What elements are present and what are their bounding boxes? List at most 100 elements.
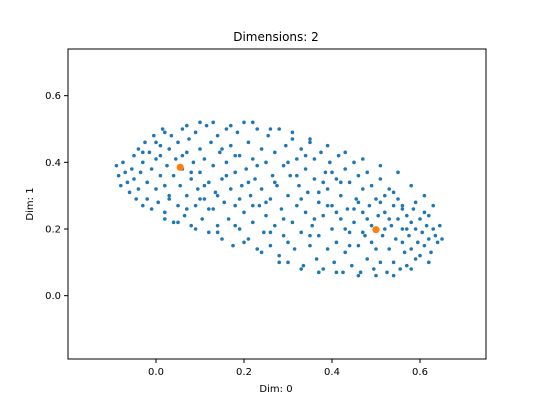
y-tick-label: 0.4 bbox=[45, 158, 61, 169]
data-point bbox=[367, 203, 372, 208]
data-point bbox=[411, 207, 416, 211]
data-point bbox=[213, 190, 218, 195]
data-point bbox=[299, 267, 304, 271]
data-point bbox=[251, 120, 255, 125]
data-point bbox=[310, 223, 315, 228]
data-point bbox=[308, 243, 312, 248]
data-point bbox=[341, 270, 345, 275]
data-point bbox=[405, 263, 409, 268]
data-point bbox=[416, 240, 420, 245]
data-point bbox=[207, 207, 211, 211]
data-point bbox=[233, 223, 237, 228]
data-point bbox=[325, 203, 330, 208]
data-point bbox=[361, 157, 365, 161]
data-point bbox=[154, 157, 158, 161]
data-point bbox=[268, 243, 273, 248]
data-point bbox=[152, 133, 156, 138]
data-point bbox=[413, 257, 418, 261]
data-point bbox=[198, 197, 202, 201]
data-point bbox=[312, 157, 317, 161]
data-point bbox=[352, 220, 356, 225]
data-point bbox=[165, 163, 169, 168]
x-tick-label: 0.4 bbox=[324, 367, 340, 378]
data-point bbox=[427, 237, 431, 241]
data-point bbox=[352, 160, 356, 165]
data-point bbox=[229, 143, 233, 148]
data-point bbox=[255, 127, 259, 131]
data-point bbox=[220, 147, 224, 151]
data-point bbox=[246, 140, 251, 145]
data-point bbox=[202, 183, 207, 188]
data-point bbox=[237, 227, 242, 231]
data-point bbox=[339, 193, 343, 198]
data-point bbox=[295, 157, 299, 161]
data-point bbox=[281, 217, 286, 221]
data-point bbox=[409, 247, 414, 251]
data-point bbox=[251, 220, 255, 225]
data-point bbox=[224, 160, 229, 165]
y-tick-label: 0.0 bbox=[45, 291, 61, 302]
data-point bbox=[363, 233, 367, 238]
data-point bbox=[312, 217, 317, 221]
highlight-point bbox=[372, 226, 380, 234]
data-point bbox=[413, 200, 418, 205]
data-point bbox=[356, 243, 361, 248]
data-point bbox=[297, 183, 301, 188]
chart-title: Dimensions: 2 bbox=[233, 30, 319, 44]
data-point bbox=[171, 173, 176, 178]
data-point bbox=[277, 127, 282, 131]
data-point bbox=[391, 273, 396, 278]
x-axis: 0.0 0.2 0.4 0.6 bbox=[148, 359, 428, 378]
data-point bbox=[286, 160, 290, 165]
data-point bbox=[352, 207, 356, 211]
data-point bbox=[147, 150, 152, 155]
data-point bbox=[407, 233, 411, 238]
data-point bbox=[226, 217, 231, 221]
data-point bbox=[200, 217, 204, 221]
data-point bbox=[182, 213, 187, 218]
data-point bbox=[361, 210, 365, 215]
data-point bbox=[369, 183, 374, 188]
data-point bbox=[330, 170, 334, 175]
data-point bbox=[237, 153, 242, 158]
data-point bbox=[356, 200, 361, 205]
data-point bbox=[345, 207, 350, 211]
data-point bbox=[312, 177, 317, 181]
data-point bbox=[138, 170, 143, 175]
y-tick-label: 0.2 bbox=[45, 225, 61, 236]
data-point bbox=[303, 167, 308, 171]
data-point bbox=[154, 187, 158, 191]
data-point bbox=[374, 197, 378, 201]
data-point bbox=[251, 203, 255, 208]
data-point bbox=[233, 170, 237, 175]
x-tick-label: 0.2 bbox=[236, 367, 252, 378]
data-point bbox=[288, 173, 293, 178]
data-point bbox=[431, 227, 436, 231]
data-point bbox=[334, 270, 339, 275]
data-point bbox=[163, 217, 167, 221]
data-point bbox=[154, 140, 158, 145]
data-point bbox=[231, 243, 235, 248]
data-point bbox=[180, 153, 185, 158]
data-point bbox=[299, 230, 304, 235]
data-point bbox=[330, 227, 334, 231]
data-point bbox=[281, 163, 286, 168]
data-point bbox=[385, 270, 389, 275]
data-point bbox=[290, 220, 295, 225]
data-point bbox=[215, 193, 220, 198]
data-point bbox=[207, 180, 211, 185]
data-point bbox=[427, 260, 431, 265]
data-point bbox=[169, 133, 174, 138]
data-point bbox=[343, 227, 348, 231]
data-point bbox=[264, 200, 268, 205]
data-point bbox=[180, 127, 185, 131]
data-point bbox=[405, 227, 409, 231]
data-point bbox=[132, 153, 136, 158]
data-point bbox=[202, 157, 207, 161]
data-point bbox=[259, 187, 264, 191]
data-point bbox=[268, 197, 273, 201]
data-point bbox=[427, 213, 431, 218]
data-point bbox=[174, 157, 178, 161]
data-point bbox=[141, 150, 145, 155]
data-point bbox=[220, 177, 224, 181]
